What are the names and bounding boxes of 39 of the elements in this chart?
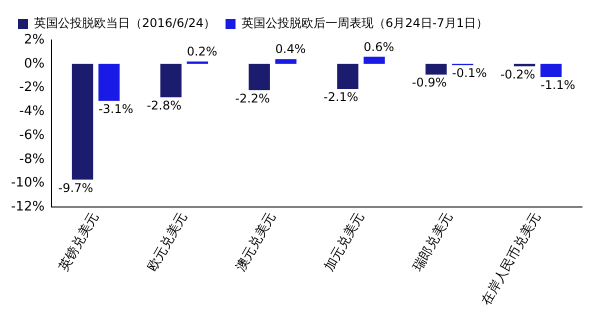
bar	[275, 59, 296, 64]
data-label: 0.2%	[186, 44, 218, 59]
y-tick-label: -2%	[19, 80, 45, 96]
bar	[337, 64, 358, 89]
x-tick-label: 在岸人民币兑美元	[478, 210, 544, 308]
y-tick-label: -10%	[10, 176, 45, 191]
data-label: -0.1%	[452, 66, 487, 80]
x-tick-label: 澳元兑美元	[232, 210, 279, 274]
data-label: -2.8%	[146, 98, 182, 112]
legend-label: 英国公投脱欧当日（2016/6/24）	[34, 16, 216, 30]
bar	[426, 64, 447, 75]
data-label: -3.1%	[98, 102, 134, 116]
data-label: 0.6%	[364, 40, 394, 54]
x-tick-label: 英镑兑美元	[56, 210, 102, 274]
y-tick-label: -4%	[19, 104, 45, 120]
data-label: -1.1%	[540, 78, 576, 92]
bar	[72, 64, 94, 180]
y-tick-label: 0%	[24, 56, 45, 72]
bar	[540, 64, 562, 78]
bar	[364, 56, 385, 64]
bar	[160, 64, 182, 98]
x-tick-label: 瑞郎兑美元	[409, 210, 456, 274]
data-label: -2.1%	[324, 90, 358, 104]
data-label: -0.2%	[500, 67, 536, 82]
x-tick-label: 欧元兑美元	[144, 210, 191, 274]
x-tick-label: 加元兑美元	[321, 210, 368, 274]
y-tick-label: -6%	[19, 128, 45, 143]
y-tick-label: -12%	[10, 200, 45, 215]
bar	[186, 61, 208, 64]
data-label: -9.7%	[58, 180, 94, 195]
data-label: -2.2%	[235, 91, 270, 106]
bar	[514, 64, 536, 66]
data-label: 0.4%	[275, 42, 306, 56]
y-tick-label: 2%	[24, 32, 45, 48]
legend-label: 英国公投脱欧后一周表现（6月24日-7月1日）	[242, 16, 488, 30]
y-tick-label: -8%	[19, 152, 45, 167]
bar	[98, 64, 120, 101]
bar	[248, 64, 270, 90]
data-label: -0.9%	[412, 76, 447, 90]
